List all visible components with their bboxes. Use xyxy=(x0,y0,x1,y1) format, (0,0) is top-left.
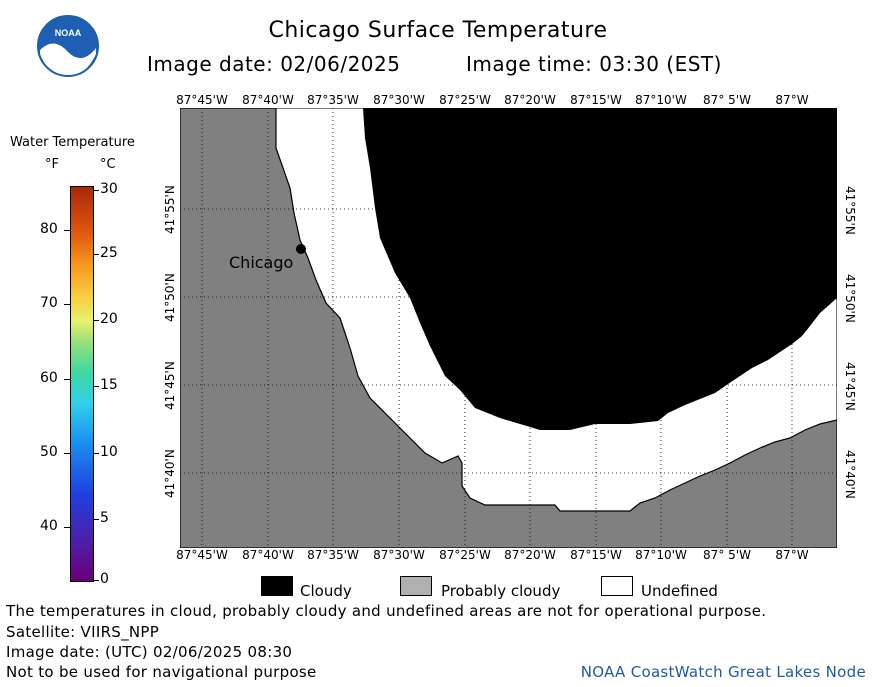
cloudy-swatch xyxy=(261,576,293,596)
celsius-tick: 0 xyxy=(100,571,109,587)
lat-label-left: 41°40'N xyxy=(163,449,177,499)
celsius-tick-mark xyxy=(93,190,99,191)
chicago-marker xyxy=(296,244,306,254)
fahrenheit-tick: 40 xyxy=(40,518,58,534)
fahrenheit-tick-mark xyxy=(64,453,70,454)
probably-cloudy-label: Probably cloudy xyxy=(441,582,561,600)
celsius-tick: 20 xyxy=(100,311,118,327)
noaa-logo: NOAA xyxy=(37,15,99,77)
fahrenheit-tick: 50 xyxy=(40,444,58,460)
colorbar-title: Water Temperature xyxy=(10,135,135,150)
fahrenheit-tick: 70 xyxy=(40,295,58,311)
lon-label-bottom: 87°40'W xyxy=(242,548,294,562)
lon-label-top: 87°W xyxy=(775,93,809,107)
lat-label-right: 41°50'N xyxy=(843,273,857,323)
city-label: Chicago xyxy=(229,253,294,272)
image-date: Image date: 02/06/2025 xyxy=(147,52,401,76)
unit-fahrenheit: °F xyxy=(45,157,59,172)
undefined-label: Undefined xyxy=(641,582,718,600)
lon-label-top: 87°10'W xyxy=(635,93,687,107)
cloudy-area xyxy=(363,108,837,430)
fahrenheit-tick: 60 xyxy=(40,370,58,386)
celsius-tick-mark xyxy=(93,580,99,581)
lon-label-top: 87°15'W xyxy=(570,93,622,107)
celsius-tick: 15 xyxy=(100,377,118,393)
celsius-tick-mark xyxy=(93,519,99,520)
page-title: Chicago Surface Temperature xyxy=(268,18,608,43)
lon-label-top: 87°40'W xyxy=(242,93,294,107)
celsius-tick: 30 xyxy=(100,181,118,197)
lon-label-top: 87°45'W xyxy=(176,93,228,107)
lat-label-right: 41°40'N xyxy=(843,449,857,499)
land-area xyxy=(180,108,837,548)
footer-note: The temperatures in cloud, probably clou… xyxy=(6,602,767,620)
lon-label-bottom: 87°W xyxy=(775,548,809,562)
map-panel xyxy=(180,108,837,548)
lon-label-bottom: 87° 5'W xyxy=(703,548,751,562)
lat-label-left: 41°45'N xyxy=(163,361,177,411)
celsius-tick-mark xyxy=(93,386,99,387)
undefined-swatch xyxy=(601,576,633,596)
lat-label-right: 41°45'N xyxy=(843,361,857,411)
lat-label-left: 41°55'N xyxy=(163,185,177,235)
image-time: Image time: 03:30 (EST) xyxy=(466,52,722,76)
footer-satellite: Satellite: VIIRS_NPP xyxy=(6,623,160,641)
noaa-logo-text: NOAA xyxy=(55,28,82,38)
celsius-tick: 25 xyxy=(100,245,118,261)
lon-label-bottom: 87°20'W xyxy=(504,548,556,562)
footer-credit: NOAA CoastWatch Great Lakes Node xyxy=(580,663,866,681)
celsius-tick-mark xyxy=(93,320,99,321)
colorbar xyxy=(70,186,94,582)
lon-label-bottom: 87°15'W xyxy=(570,548,622,562)
cloudy-label: Cloudy xyxy=(300,582,352,600)
fahrenheit-tick-mark xyxy=(64,304,70,305)
lon-label-bottom: 87°30'W xyxy=(373,548,425,562)
celsius-tick: 10 xyxy=(100,444,118,460)
celsius-tick-mark xyxy=(93,254,99,255)
lon-label-top: 87°30'W xyxy=(373,93,425,107)
lon-label-top: 87°20'W xyxy=(504,93,556,107)
fahrenheit-tick-mark xyxy=(64,230,70,231)
footer-utc-date: Image date: (UTC) 02/06/2025 08:30 xyxy=(6,643,293,661)
fahrenheit-tick-mark xyxy=(64,379,70,380)
lon-label-bottom: 87°25'W xyxy=(439,548,491,562)
lon-label-top: 87°25'W xyxy=(439,93,491,107)
lon-label-bottom: 87°45'W xyxy=(176,548,228,562)
footer-nav-warning: Not to be used for navigational purpose xyxy=(6,663,317,681)
lat-label-left: 41°50'N xyxy=(163,273,177,323)
probably-cloudy-swatch xyxy=(400,576,432,596)
fahrenheit-tick-mark xyxy=(64,527,70,528)
celsius-tick: 5 xyxy=(100,510,109,526)
celsius-tick-mark xyxy=(93,453,99,454)
lon-label-bottom: 87°35'W xyxy=(307,548,359,562)
lon-label-top: 87° 5'W xyxy=(703,93,751,107)
lon-label-top: 87°35'W xyxy=(307,93,359,107)
fahrenheit-tick: 80 xyxy=(40,221,58,237)
grid-lines xyxy=(180,108,837,548)
lat-label-right: 41°55'N xyxy=(843,185,857,235)
unit-celsius: °C xyxy=(100,157,116,172)
lon-label-bottom: 87°10'W xyxy=(635,548,687,562)
